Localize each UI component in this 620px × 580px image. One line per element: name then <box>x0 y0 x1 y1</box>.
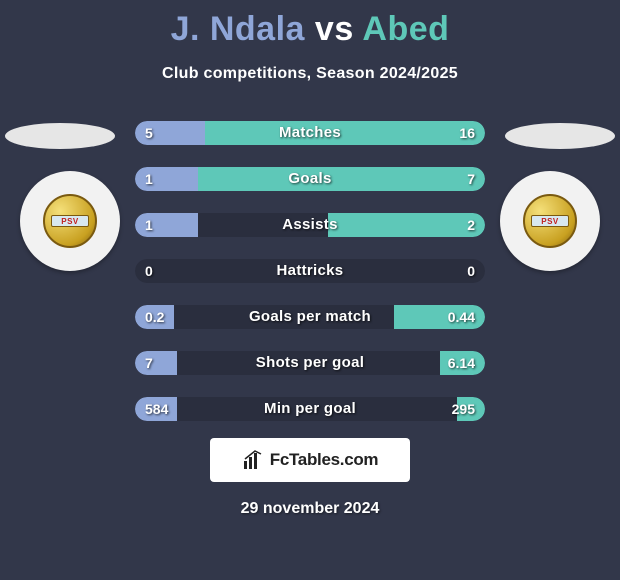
vs-label: vs <box>315 10 354 48</box>
stat-bars: 516Matches 17Goals 12Assists 00Hattricks 0.2… <box>135 121 485 443</box>
chart-icon <box>242 449 264 471</box>
stat-row: 516Matches <box>135 121 485 145</box>
stat-row: 584295Min per goal <box>135 397 485 421</box>
stat-label: Hattricks <box>135 259 485 283</box>
brand-text: FcTables.com <box>270 450 379 470</box>
badge-right-label: PSV <box>541 217 559 226</box>
player1-name: J. Ndala <box>171 10 305 48</box>
psv-crest-icon: PSV <box>523 194 577 248</box>
stat-row: 0.20.44Goals per match <box>135 305 485 329</box>
stat-row: 12Assists <box>135 213 485 237</box>
stat-label: Min per goal <box>135 397 485 421</box>
shadow-oval-right <box>505 123 615 149</box>
club-badge-right: PSV <box>500 171 600 271</box>
subtitle: Club competitions, Season 2024/2025 <box>0 65 620 83</box>
player2-name: Abed <box>362 10 449 48</box>
stat-row: 17Goals <box>135 167 485 191</box>
stat-label: Assists <box>135 213 485 237</box>
comparison-title: J. Ndala vs Abed <box>0 0 620 49</box>
stat-label: Goals per match <box>135 305 485 329</box>
stat-label: Matches <box>135 121 485 145</box>
stat-label: Goals <box>135 167 485 191</box>
stat-label: Shots per goal <box>135 351 485 375</box>
stat-row: 76.14Shots per goal <box>135 351 485 375</box>
psv-crest-icon: PSV <box>43 194 97 248</box>
club-badge-left: PSV <box>20 171 120 271</box>
shadow-oval-left <box>5 123 115 149</box>
brand-logo: FcTables.com <box>210 438 410 482</box>
stat-row: 00Hattricks <box>135 259 485 283</box>
badge-left-label: PSV <box>61 217 79 226</box>
footer-date: 29 november 2024 <box>0 500 620 518</box>
